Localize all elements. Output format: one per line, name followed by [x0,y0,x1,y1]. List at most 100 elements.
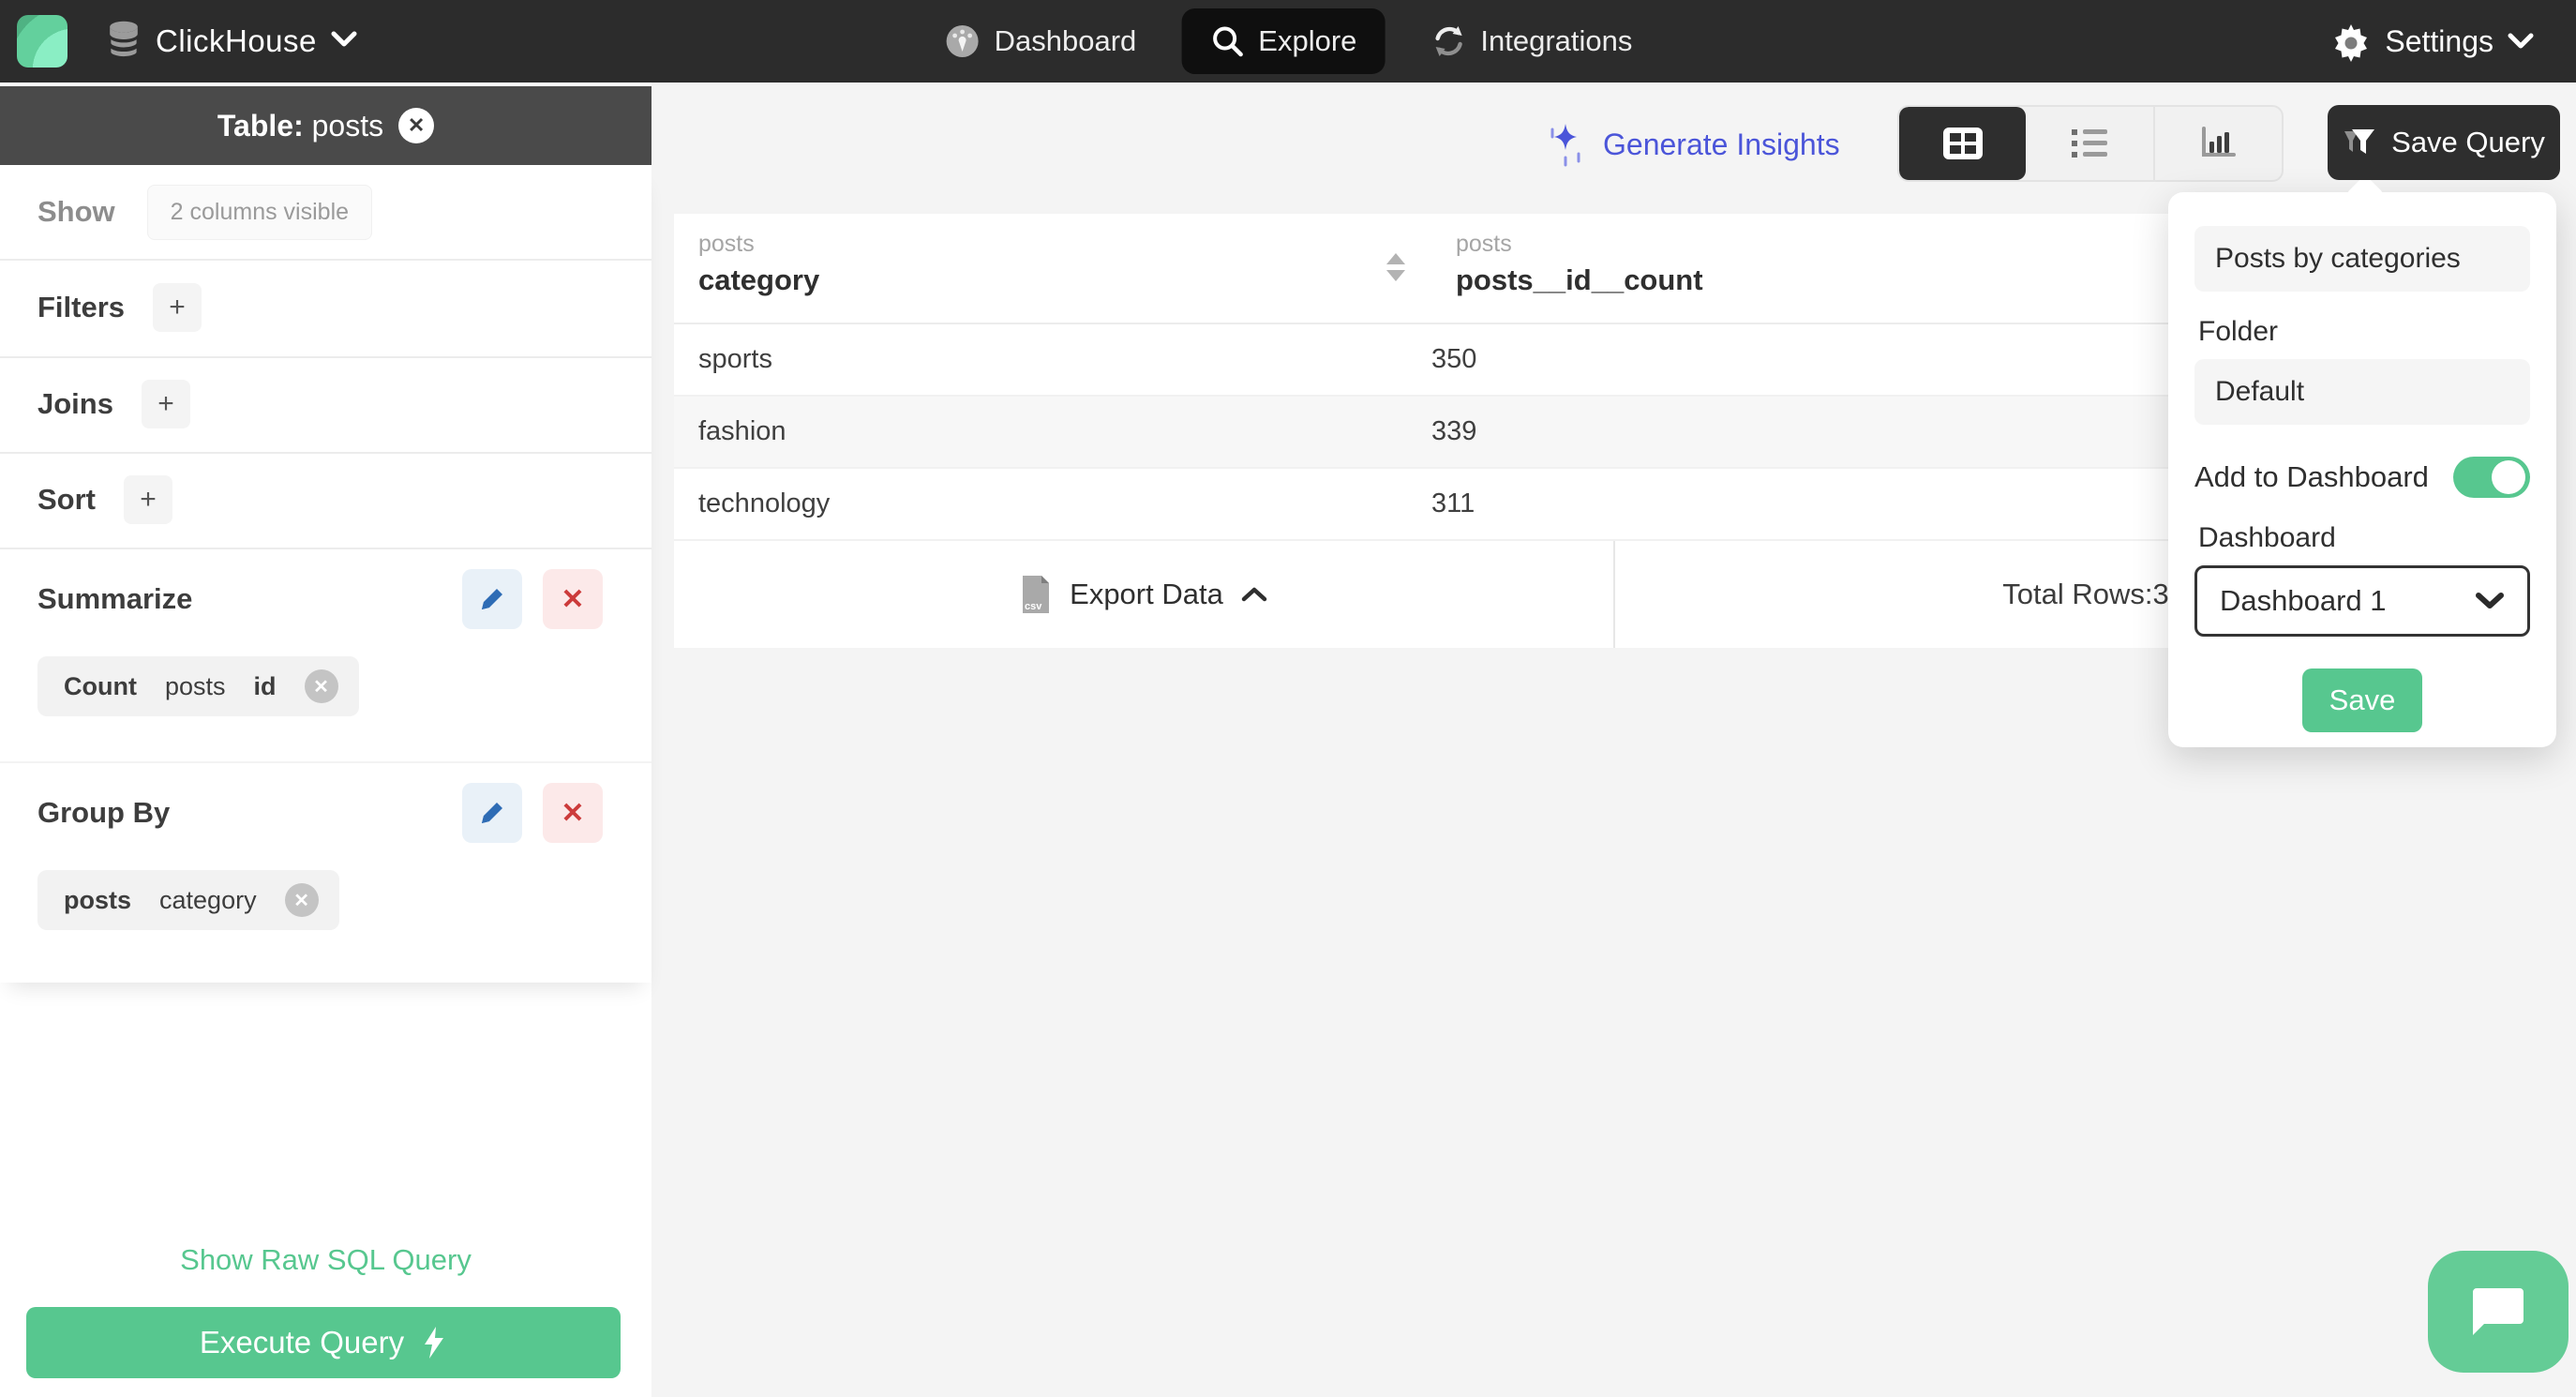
table-row[interactable]: technology 311 [674,469,2556,541]
cell-count: 339 [1431,416,1477,446]
group-by-chip[interactable]: posts category ✕ [37,870,339,930]
add-to-dashboard-row: Add to Dashboard [2194,457,2530,498]
sparkle-icon [1550,124,1580,167]
columns-visible-chip[interactable]: 2 columns visible [146,184,373,240]
agg-label: Count [64,671,137,700]
settings-menu[interactable]: Settings [2330,0,2535,83]
add-filter-button[interactable]: + [153,283,202,332]
nav-explore[interactable]: Explore [1181,8,1385,74]
top-bar: ClickHouse Dashboard Explore [0,0,2576,83]
divider [0,761,651,763]
edit-summarize-button[interactable] [462,569,522,629]
speech-bubble-icon [2473,1288,2524,1335]
column-name-label: category [698,263,820,296]
save-query-popover: Folder Add to Dashboard Dashboard Dashbo… [2168,192,2556,747]
add-sort-button[interactable]: + [124,475,172,524]
chip-column-label: category [159,885,257,914]
column-header-count[interactable]: posts posts__id__count [1431,214,1703,323]
query-name-input[interactable] [2194,226,2530,292]
table-name: posts [311,108,384,143]
sort-toggle-icon[interactable] [1386,253,1405,281]
brand-area[interactable]: ClickHouse [0,0,358,83]
summarize-label: Summarize [37,582,193,615]
total-rows-value: 3 [2152,578,2169,610]
sync-icon [1435,26,1462,56]
remove-chip-icon[interactable]: ✕ [284,883,319,917]
summarize-section: Summarize ✕ [0,548,651,651]
column-group-label: posts [1456,231,1512,257]
summarize-chip[interactable]: Count posts id ✕ [37,656,359,716]
group-by-section: Group By ✕ [0,761,651,864]
table-title: Table: posts [217,109,383,143]
view-toggle-group [1897,105,2284,182]
gear-icon [2335,24,2368,62]
remove-chip-icon[interactable]: ✕ [304,669,338,703]
show-raw-sql-link[interactable]: Show Raw SQL Query [180,1243,472,1276]
save-query-label: Save Query [2391,126,2545,158]
total-rows: Total Rows: 3 [1615,541,2556,648]
table-header-row: posts category posts posts__id__count [674,214,2556,324]
dashboard-select-value: Dashboard 1 [2220,584,2387,617]
database-icon [107,21,141,63]
table-view-icon [1942,128,1983,159]
table-view-button[interactable] [1899,107,2027,180]
nav-integrations-label: Integrations [1480,24,1633,57]
remove-group-by-button[interactable]: ✕ [543,783,603,843]
cell-count: 350 [1431,344,1477,374]
chip-table-label: posts [164,671,226,700]
table-row[interactable]: sports 350 [674,324,2556,397]
filters-label: Filters [37,291,126,323]
edit-group-by-button[interactable] [462,783,522,843]
divider [0,259,651,261]
search-icon [1212,26,1243,57]
joins-label: Joins [37,387,113,420]
generate-insights-label: Generate Insights [1603,127,1840,161]
table-header-bar: Table: posts ✕ [0,86,651,165]
connection-name[interactable]: ClickHouse [156,23,317,58]
add-join-button[interactable]: + [141,380,190,428]
list-view-button[interactable] [2026,107,2155,180]
column-header-category[interactable]: posts category [674,214,1431,323]
column-name-label: posts__id__count [1456,263,1703,296]
bar-chart-icon [2202,127,2237,157]
nav-integrations[interactable]: Integrations [1409,9,1653,73]
table-footer: csv Export Data Total Rows: 3 [674,541,2556,648]
chat-widget-button[interactable] [2428,1251,2569,1373]
cell-category: fashion [698,416,786,446]
folder-label: Folder [2198,316,2279,347]
table-label: Table: [217,108,304,143]
list-view-icon [2071,129,2107,158]
add-to-dashboard-toggle[interactable] [2453,457,2530,498]
lightning-icon [425,1327,444,1359]
cell-count: 311 [1431,488,1475,518]
app-logo[interactable] [17,15,67,68]
chart-view-button[interactable] [2155,107,2282,180]
chip-table-label: posts [64,885,132,914]
nav-explore-label: Explore [1258,24,1357,57]
add-to-dashboard-label: Add to Dashboard [2194,460,2429,493]
chevron-down-icon [2476,593,2504,608]
folder-input[interactable] [2194,359,2530,425]
remove-table-icon[interactable]: ✕ [398,108,435,143]
nav-dashboard-label: Dashboard [994,24,1137,57]
show-section: Show 2 columns visible [0,165,651,259]
nav-dashboard[interactable]: Dashboard [923,9,1158,73]
cell-category: technology [698,488,831,518]
export-data-label: Export Data [1070,578,1223,610]
dashboard-label: Dashboard [2198,522,2336,553]
popover-save-button[interactable]: Save [2302,668,2422,732]
chevron-down-icon[interactable] [330,30,358,53]
pencil-icon [482,589,502,609]
dashboard-select[interactable]: Dashboard 1 [2194,565,2530,637]
remove-summarize-button[interactable]: ✕ [543,569,603,629]
joins-section: Joins + [0,356,651,452]
execute-query-label: Execute Query [199,1325,405,1359]
query-builder-sidebar: Table: posts ✕ Show 2 columns visible Fi… [0,83,651,1397]
execute-query-button[interactable]: Execute Query [26,1307,621,1378]
settings-label: Settings [2385,23,2494,58]
group-by-label: Group By [37,796,171,829]
save-query-button[interactable]: Save Query [2328,105,2560,180]
export-data-button[interactable]: csv Export Data [674,541,1615,648]
generate-insights-button[interactable]: Generate Insights [1545,107,1840,182]
